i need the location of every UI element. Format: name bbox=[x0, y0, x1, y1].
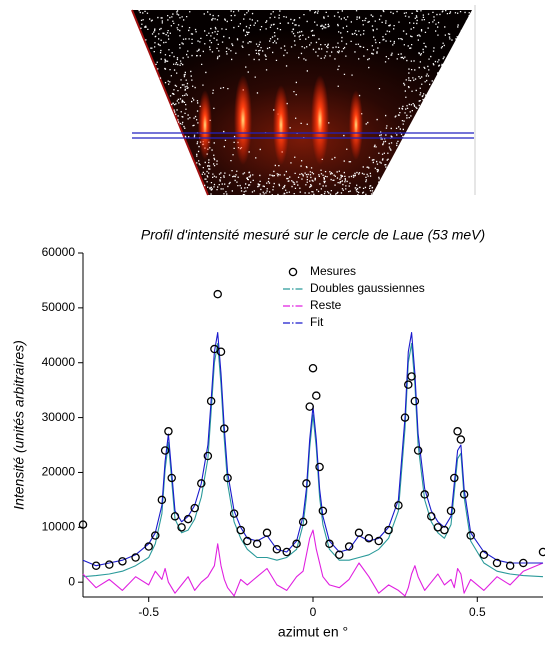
y-tick-label: 30000 bbox=[42, 410, 76, 424]
data-point bbox=[298, 517, 308, 527]
data-point bbox=[183, 514, 193, 524]
hot-spot bbox=[234, 75, 252, 165]
data-point bbox=[243, 536, 252, 546]
data-point bbox=[272, 545, 282, 554]
data-point bbox=[91, 561, 101, 570]
data-point bbox=[164, 427, 173, 436]
hot-spot bbox=[311, 75, 329, 165]
data-point bbox=[354, 528, 364, 538]
y-tick-label: 10000 bbox=[42, 519, 76, 533]
data-point bbox=[197, 479, 206, 488]
data-point bbox=[335, 550, 344, 560]
data-point bbox=[302, 479, 311, 488]
hot-spot bbox=[198, 90, 212, 160]
data-point bbox=[492, 558, 502, 568]
detector-edge bbox=[131, 9, 209, 196]
data-point bbox=[292, 539, 301, 549]
data-point bbox=[413, 446, 423, 455]
data-point bbox=[315, 462, 324, 472]
data-point bbox=[344, 542, 354, 551]
series-line bbox=[82, 342, 544, 578]
data-point bbox=[213, 289, 222, 299]
data-point bbox=[450, 473, 459, 483]
data-point bbox=[170, 512, 180, 521]
data-point bbox=[282, 547, 291, 557]
data-point bbox=[206, 396, 216, 406]
data-point bbox=[216, 347, 226, 357]
data-point bbox=[252, 539, 262, 549]
data-point bbox=[394, 501, 403, 510]
data-point bbox=[440, 525, 449, 535]
speckle-dots bbox=[138, 10, 470, 197]
data-point bbox=[374, 536, 383, 546]
x-tick-label: 0.5 bbox=[469, 605, 486, 619]
data-point bbox=[236, 525, 245, 535]
data-point bbox=[384, 525, 393, 535]
data-point bbox=[305, 402, 314, 411]
data-point bbox=[229, 509, 239, 518]
y-tick-label: 60000 bbox=[42, 245, 76, 259]
chart-title: Profil d'intensité mesuré sur le cercle … bbox=[141, 227, 485, 243]
data-point bbox=[118, 557, 127, 566]
y-tick-label: 20000 bbox=[42, 465, 76, 479]
data-point bbox=[427, 512, 436, 521]
data-point bbox=[364, 534, 374, 543]
data-point bbox=[519, 558, 528, 568]
data-point bbox=[160, 446, 170, 455]
data-point bbox=[157, 495, 167, 505]
data-point bbox=[190, 503, 199, 513]
data-point bbox=[446, 506, 456, 516]
y-tick-label: 40000 bbox=[42, 355, 76, 369]
legend-label: Mesures bbox=[310, 264, 356, 278]
data-point bbox=[262, 528, 272, 538]
detector-image bbox=[131, 5, 476, 197]
data-point bbox=[131, 553, 140, 562]
legend-label: Doubles gaussiennes bbox=[310, 281, 425, 295]
data-point bbox=[479, 550, 489, 560]
data-point bbox=[410, 396, 420, 406]
x-tick-label: -0.5 bbox=[138, 605, 159, 619]
legend-label: Reste bbox=[310, 298, 342, 312]
data-point bbox=[78, 520, 88, 529]
y-tick-label: 50000 bbox=[42, 300, 76, 314]
data-point bbox=[453, 427, 462, 436]
data-point bbox=[420, 490, 429, 499]
x-tick-label: 0 bbox=[310, 605, 317, 619]
series-line bbox=[82, 332, 543, 567]
x-axis-title: azimut en ° bbox=[278, 624, 348, 640]
data-point bbox=[144, 542, 153, 551]
data-point bbox=[177, 523, 186, 532]
y-tick-label: 0 bbox=[68, 574, 75, 588]
data-point bbox=[400, 413, 410, 422]
data-point bbox=[538, 547, 545, 557]
data-point bbox=[167, 473, 176, 483]
data-point bbox=[223, 473, 232, 483]
data-point bbox=[459, 490, 469, 499]
speckles bbox=[138, 10, 470, 197]
data-point bbox=[325, 539, 334, 549]
data-point bbox=[456, 435, 466, 444]
data-point bbox=[203, 451, 213, 461]
data-point bbox=[220, 424, 229, 433]
data-point bbox=[151, 531, 160, 540]
legend-marker bbox=[288, 267, 298, 277]
data-point bbox=[407, 372, 416, 381]
data-point bbox=[404, 380, 413, 389]
data-point bbox=[505, 561, 515, 570]
data-point bbox=[466, 531, 475, 540]
series-line bbox=[82, 529, 544, 597]
data-point bbox=[318, 506, 328, 516]
legend-label: Fit bbox=[310, 315, 324, 329]
data-point bbox=[312, 391, 321, 400]
hot-spot bbox=[349, 90, 363, 160]
y-axis-title: Intensité (unités arbitraires) bbox=[11, 340, 27, 510]
detector-area bbox=[132, 10, 472, 195]
data-point bbox=[308, 363, 318, 373]
data-point bbox=[105, 560, 114, 569]
hot-spot bbox=[273, 85, 289, 165]
